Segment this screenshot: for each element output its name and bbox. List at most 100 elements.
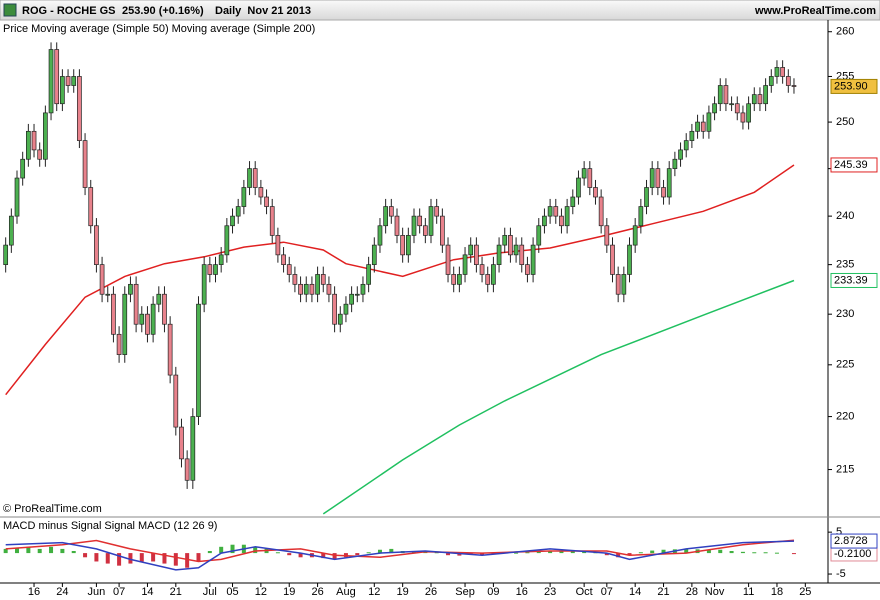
candle	[218, 247, 224, 273]
x-tick-label: 19	[283, 586, 295, 598]
candle	[105, 286, 111, 303]
x-tick-label: 23	[544, 586, 556, 598]
candle	[88, 179, 94, 234]
histogram-bar	[60, 548, 65, 554]
candle-body	[190, 416, 196, 481]
candle-body	[388, 206, 394, 217]
candle	[281, 247, 286, 273]
candle	[235, 198, 241, 224]
chart-title: ROG - ROCHE GS	[22, 5, 116, 17]
candle-body	[3, 244, 9, 265]
candle	[258, 179, 264, 205]
candle-body	[530, 244, 536, 275]
legend-entry: Moving average (Simple 50)	[31, 23, 169, 35]
candle	[145, 306, 150, 343]
y-tick-label: 230	[836, 308, 854, 320]
x-tick-label: 24	[56, 586, 68, 598]
candle	[247, 161, 252, 196]
candle	[428, 198, 434, 244]
histogram-bar	[706, 549, 711, 554]
x-tick-label: 28	[686, 586, 698, 598]
candle-body	[666, 168, 672, 198]
candle	[717, 78, 723, 112]
candle-body	[615, 274, 621, 295]
candle-body	[593, 187, 598, 198]
candle-body	[303, 283, 309, 295]
candle	[508, 227, 513, 263]
candle-body	[292, 274, 298, 285]
candle	[230, 208, 235, 234]
candle-body	[14, 177, 20, 217]
candle	[43, 105, 48, 167]
histogram-bar	[321, 553, 326, 559]
histogram-bar	[355, 553, 360, 556]
candle-body	[201, 264, 207, 305]
histogram-bar	[791, 553, 796, 555]
candle	[536, 218, 542, 253]
candle	[729, 96, 734, 112]
candle-body	[479, 264, 485, 275]
line-series	[5, 540, 795, 571]
y-tick-label: 220	[836, 410, 854, 422]
x-tick-label: 11	[743, 586, 754, 598]
candle-body	[224, 225, 230, 256]
legend-entry: MACD minus Signal	[3, 520, 101, 532]
candle	[275, 227, 281, 263]
candle-body	[774, 67, 780, 77]
candle	[445, 237, 451, 283]
histogram-bar	[729, 551, 734, 554]
candle-body	[128, 283, 133, 295]
value-tag: 2.8728	[830, 533, 878, 549]
candle	[621, 266, 627, 303]
histogram-bar	[604, 553, 609, 556]
candle-body	[570, 196, 576, 207]
candle	[150, 296, 156, 343]
candle	[309, 276, 315, 303]
candle-body	[723, 85, 729, 105]
candle-body	[88, 187, 94, 227]
y-tick-label: 240	[836, 210, 854, 222]
candle-body	[587, 168, 593, 188]
candle-body	[252, 168, 258, 188]
candle	[723, 78, 729, 112]
histogram-bar	[37, 548, 42, 554]
histogram-bar	[117, 553, 122, 566]
candle	[678, 142, 683, 167]
x-tick-label: Nov	[705, 586, 725, 598]
candle-body	[105, 293, 111, 296]
candle-body	[434, 206, 440, 217]
candle	[479, 256, 485, 283]
candle	[638, 198, 644, 234]
candle	[547, 198, 553, 224]
candle	[689, 123, 695, 149]
candle	[82, 133, 88, 196]
candle-body	[474, 244, 479, 265]
x-tick-label: 26	[425, 586, 437, 598]
candle	[581, 161, 587, 186]
candle-body	[422, 225, 428, 236]
candle-body	[559, 215, 564, 227]
candle	[337, 306, 343, 333]
x-tick-label: Jun	[88, 586, 106, 598]
candle	[14, 170, 20, 224]
legend-entry: Price	[3, 23, 28, 35]
x-tick-label: 19	[397, 586, 409, 598]
candle-body	[326, 283, 332, 295]
candle	[3, 237, 9, 273]
candle	[303, 276, 309, 303]
candle-body	[491, 264, 496, 285]
candle-body	[576, 177, 581, 198]
value-tag: 233.39	[830, 272, 878, 288]
candle	[672, 151, 678, 177]
value-tag-box	[830, 157, 878, 173]
candle	[264, 189, 269, 215]
histogram-bar	[389, 548, 394, 554]
candle-body	[751, 94, 757, 105]
candle-body	[258, 187, 264, 198]
copyright: © ProRealTime.com	[3, 503, 102, 515]
candle	[610, 237, 615, 283]
legend-entry: Moving average (Simple 200)	[172, 23, 316, 35]
candle-body	[519, 244, 525, 265]
candle-body	[264, 196, 269, 207]
candle	[405, 227, 411, 263]
